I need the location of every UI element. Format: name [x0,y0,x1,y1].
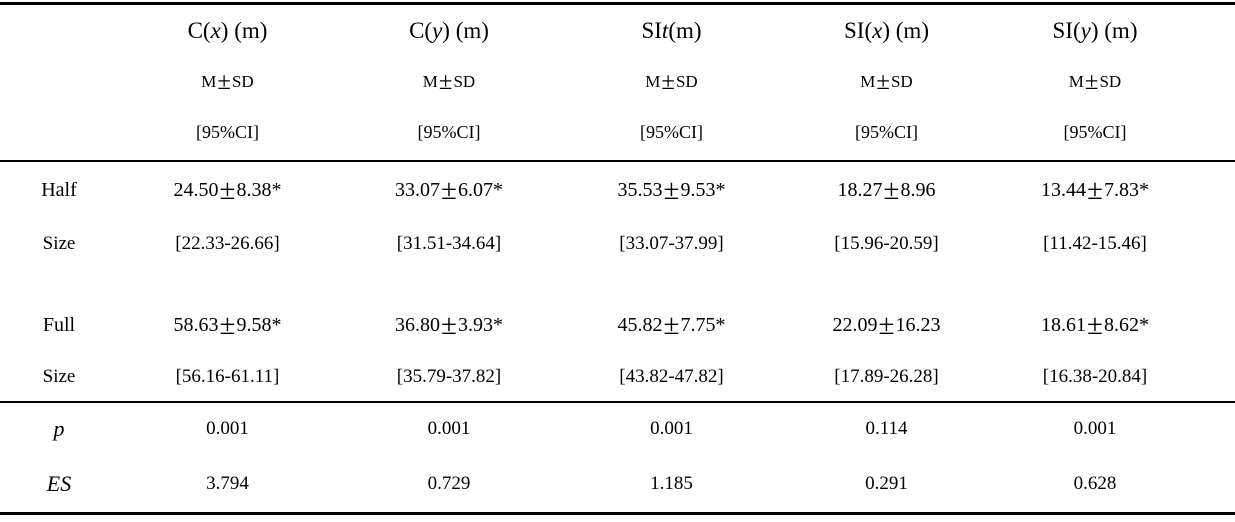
ci-value: [56.16-61.11] [175,366,280,387]
mean-sd-value: 24.50 ±8.38* [173,174,282,206]
stat-cell: 22.09 ±16.23 [17.89-26.28] [782,297,991,401]
ci-value: [11.42-15.46] [1043,233,1147,254]
mean-sd-value: 45.82 ±7.75* [617,309,726,341]
es-value-cell: 3.794 [206,472,249,494]
column-title: SI(y) (m) [1052,18,1138,43]
es-value-cell: 0.628 [1073,472,1117,494]
ci-value: [33.07-37.99] [619,233,724,254]
table-row-es: ES 3.794 0.729 1.185 0.291 0.628 [0,455,1235,512]
ci-value: [15.96-20.59] [834,233,939,254]
mean-sd-value: 18.27 ±8.96 [837,174,936,206]
ci-label: [95%CI] [417,121,481,142]
column-title: SI t (m) [641,18,702,43]
row-label-line: Full [42,313,76,336]
ci-value: [22.33-26.66] [175,233,280,254]
column-title: C(y) (m) [409,18,489,43]
column-header-sit: SI t (m) M ± SD [95%CI] [561,5,782,160]
stat-cell: 35.53 ±9.53* [33.07-37.99] [561,162,782,297]
row-label-line: Size [42,233,76,254]
header-divider-rule [0,160,1235,162]
table-row-full-size: Full Size 58.63 ±9.58* [56.16-61.11] 36.8… [0,297,1235,401]
p-value-cell: 0.001 [650,418,693,439]
mean-sd-value: 35.53 ±9.53* [617,174,726,206]
mean-sd-value: 22.09 ±16.23 [832,309,941,341]
column-title: C(x) (m) [187,18,268,43]
es-value-cell: 1.185 [650,472,693,494]
row-label-full-size: Full Size [0,297,118,401]
stat-cell: 45.82 ±7.75* [43.82-47.82] [561,297,782,401]
ci-value: [31.51-34.64] [396,233,502,254]
mean-sd-value: 36.80 ±3.93* [395,309,503,341]
mean-sd-value: 13.44 ±7.83* [1041,174,1149,206]
stat-cell: 33.07 ±6.07* [31.51-34.64] [337,162,561,297]
table-top-rule [0,2,1235,5]
ci-value: [17.89-26.28] [834,366,939,387]
table-row-half-size: Half Size 24.50 ±8.38* [22.33-26.66] 33.0… [0,162,1235,297]
row-label-es: ES [46,470,72,496]
stat-cell: 58.63 ±9.58* [56.16-61.11] [118,297,337,401]
msd-label: M ± SD [422,68,476,95]
body-divider-rule [0,401,1235,403]
p-value-cell: 0.001 [427,418,471,439]
column-header-six: SI(x) (m) M ± SD [95%CI] [782,5,991,160]
mean-sd-value: 33.07 ±6.07* [395,174,503,206]
column-header-cy: C(y) (m) M ± SD [95%CI] [337,5,561,160]
column-header-siy: SI(y) (m) M ± SD [95%CI] [991,5,1235,160]
ci-label: [95%CI] [855,121,918,142]
table-header-row: C(x) (m) M ± SD [95%CI] C(y) (m) M ± SD [95%… [0,5,1235,160]
msd-label: M ± SD [860,68,913,95]
stat-cell: 13.44 ±7.83* [11.42-15.46] [991,162,1235,297]
p-value-cell: 0.001 [206,418,249,439]
ci-label: [95%CI] [196,121,259,142]
ci-value: [16.38-20.84] [1042,366,1148,387]
table-row-p: p 0.001 0.001 0.001 0.114 0.001 [0,403,1235,455]
row-label-p: p [53,416,65,441]
stat-cell: 18.61 ±8.62* [16.38-20.84] [991,297,1235,401]
table-bottom-rule [0,512,1235,515]
msd-label: M ± SD [645,68,698,95]
column-title: SI(x) (m) [844,18,929,43]
msd-label: M ± SD [201,68,254,95]
mean-sd-value: 18.61 ±8.62* [1041,309,1149,341]
column-header-cx: C(x) (m) M ± SD [95%CI] [118,5,337,160]
stat-cell: 36.80 ±3.93* [35.79-37.82] [337,297,561,401]
ci-value: [43.82-47.82] [619,366,724,387]
row-label-line: Size [42,366,76,387]
ci-label: [95%CI] [640,121,703,142]
mean-sd-value: 58.63 ±9.58* [173,309,282,341]
ci-label: [95%CI] [1063,121,1127,142]
row-label-line: Half [41,178,77,201]
es-value-cell: 0.729 [427,472,471,494]
msd-label: M ± SD [1068,68,1122,95]
row-label-half-size: Half Size [0,162,118,297]
ci-value: [35.79-37.82] [396,366,502,387]
es-value-cell: 0.291 [865,472,908,494]
stat-cell: 24.50 ±8.38* [22.33-26.66] [118,162,337,297]
p-value-cell: 0.114 [865,418,908,439]
header-empty-cell [0,5,118,160]
stat-cell: 18.27 ±8.96 [15.96-20.59] [782,162,991,297]
p-value-cell: 0.001 [1073,418,1117,439]
